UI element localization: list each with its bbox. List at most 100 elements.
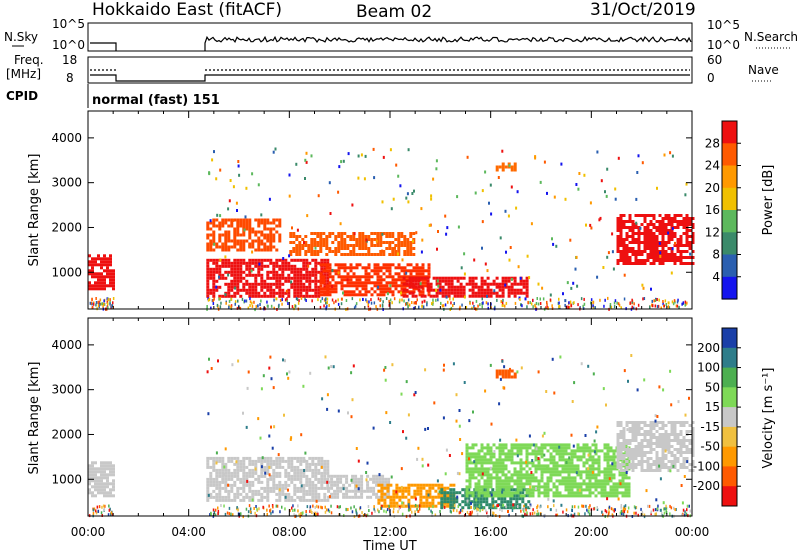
heatmap-cell <box>449 491 453 495</box>
heatmap-cell <box>513 372 517 376</box>
heatmap-cell <box>254 511 256 515</box>
heatmap-cell <box>260 242 264 246</box>
heatmap-cell <box>504 276 508 280</box>
heatmap-cell <box>212 270 216 274</box>
heatmap-cell <box>373 507 375 511</box>
heatmap-cell <box>109 494 112 498</box>
heatmap-cell <box>498 494 502 498</box>
heatmap-cell <box>491 497 495 501</box>
heatmap-cell <box>381 232 384 236</box>
heatmap-cell <box>510 491 514 495</box>
heatmap-cell <box>567 467 571 471</box>
heatmap-cell <box>595 430 598 434</box>
heatmap-cell <box>470 500 474 504</box>
heatmap-cell <box>290 264 294 268</box>
heatmap-cell <box>91 287 94 291</box>
heatmap-cell <box>646 247 650 250</box>
heatmap-cell <box>241 297 244 301</box>
heatmap-cell <box>640 457 644 460</box>
heatmap-cell <box>230 294 234 298</box>
heatmap-cell <box>227 248 231 252</box>
heatmap-cell <box>450 282 454 286</box>
heatmap-cell <box>409 235 413 238</box>
heatmap-cell <box>641 283 644 287</box>
heatmap-cell <box>366 513 369 517</box>
heatmap-cell <box>403 284 407 288</box>
heatmap-cell <box>649 442 653 445</box>
heatmap-cell <box>673 457 677 460</box>
heatmap-cell <box>528 443 532 447</box>
heatmap-cell <box>109 302 111 306</box>
heatmap-cell <box>691 442 695 445</box>
heatmap-cell <box>239 294 243 298</box>
heatmap-cell <box>661 253 665 256</box>
heatmap-cell <box>325 253 329 256</box>
heatmap-cell <box>314 486 318 490</box>
heatmap-cell <box>643 436 647 439</box>
heatmap-cell <box>414 282 418 286</box>
heatmap-cell <box>445 232 448 236</box>
heatmap-cell <box>589 201 592 205</box>
heatmap-cell <box>352 281 356 285</box>
heatmap-cell <box>337 247 341 250</box>
heatmap-cell <box>230 471 234 475</box>
heatmap-cell <box>379 290 383 294</box>
heatmap-cell <box>502 303 504 307</box>
heatmap-cell <box>407 486 411 490</box>
heatmap-cell <box>504 467 508 471</box>
heatmap-cell <box>377 498 381 502</box>
heatmap-cell <box>546 300 548 304</box>
heatmap-cell <box>209 227 213 231</box>
heatmap-cell <box>322 281 326 285</box>
heatmap-cell <box>367 303 369 306</box>
heatmap-cell <box>333 301 335 305</box>
heatmap-cell <box>570 470 574 474</box>
heatmap-cell <box>222 472 225 476</box>
heatmap-cell <box>649 436 653 439</box>
heatmap-cell <box>460 266 463 270</box>
heatmap-cell <box>206 267 210 271</box>
heatmap-cell <box>284 459 288 463</box>
heatmap-cell <box>685 244 689 247</box>
heatmap-cell <box>603 443 607 447</box>
heatmap-cell <box>579 455 583 459</box>
heatmap-cell <box>483 294 487 298</box>
heatmap-cell <box>224 447 227 451</box>
heatmap-cell <box>537 479 541 483</box>
heatmap-cell <box>254 477 258 481</box>
heatmap-cell <box>418 293 422 297</box>
heatmap-cell <box>495 494 499 498</box>
heatmap-cell <box>625 466 629 469</box>
heatmap-cell <box>611 232 614 236</box>
heatmap-cell <box>103 275 106 279</box>
heatmap-cell <box>559 355 562 359</box>
heatmap-cell <box>336 480 340 484</box>
heatmap-cell <box>257 230 261 234</box>
heatmap-cell <box>616 217 620 220</box>
heatmap-cell <box>507 494 511 498</box>
heatmap-cell <box>248 486 252 490</box>
heatmap-cell <box>239 462 243 466</box>
heatmap-cell <box>640 466 644 469</box>
heatmap-cell <box>212 239 216 243</box>
heatmap-cell <box>319 247 323 250</box>
heatmap-cell <box>597 458 601 462</box>
heatmap-cell <box>519 452 523 456</box>
heatmap-cell <box>588 449 592 453</box>
heatmap-cell <box>679 445 683 448</box>
heatmap-cell <box>218 468 222 472</box>
heatmap-cell <box>323 477 327 481</box>
heatmap-cell <box>215 456 219 460</box>
heatmap-cell <box>305 459 309 463</box>
heatmap-cell <box>455 497 459 501</box>
heatmap-cell <box>206 486 210 490</box>
heatmap-cell <box>314 465 318 469</box>
heatmap-cell <box>88 491 91 495</box>
heatmap-cell <box>552 242 555 246</box>
heatmap-cell <box>510 485 514 489</box>
heatmap-cell <box>266 236 270 240</box>
heatmap-cell <box>505 301 508 305</box>
heatmap-cell <box>456 285 460 289</box>
heatmap-cell <box>405 279 409 283</box>
heatmap-cell <box>691 232 695 235</box>
